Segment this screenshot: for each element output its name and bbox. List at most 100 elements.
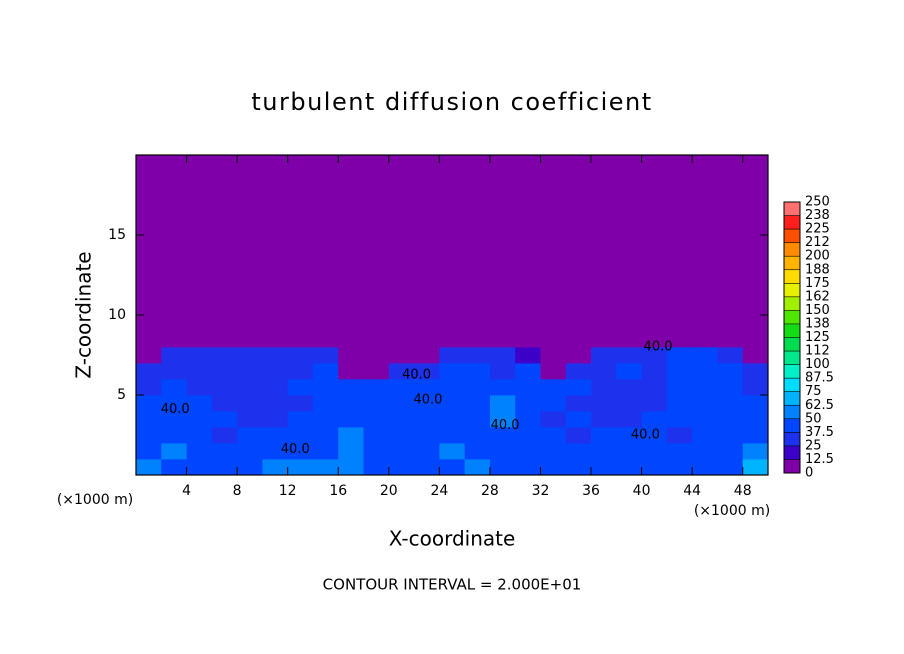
heatmap-cell <box>616 379 642 396</box>
x-tick-label: 16 <box>329 483 347 499</box>
heatmap-cell <box>666 331 693 348</box>
heatmap-cell <box>717 443 744 460</box>
colorbar-band <box>784 432 800 447</box>
heatmap-cell <box>641 155 668 332</box>
contour-label: 40.0 <box>161 402 190 417</box>
heatmap-cell <box>591 347 617 364</box>
heatmap-cell <box>616 347 642 364</box>
colorbar-tick-label: 162 <box>805 289 830 304</box>
heatmap-cell <box>641 395 668 412</box>
heatmap-cell <box>464 411 491 428</box>
heatmap-cell <box>262 427 289 444</box>
heatmap-cell <box>363 331 390 348</box>
colorbar-band <box>784 202 800 216</box>
heatmap-cell <box>565 443 592 460</box>
colorbar-band <box>784 405 800 420</box>
x-tick-label: 28 <box>481 483 499 499</box>
heatmap-cell <box>338 363 364 380</box>
colorbar-band <box>784 269 800 284</box>
heatmap-cell <box>742 443 769 460</box>
colorbar-tick-label: 112 <box>805 344 830 359</box>
heatmap-cell <box>489 427 516 444</box>
heatmap-cell <box>161 395 187 412</box>
heatmap-cell <box>515 427 541 444</box>
colorbar-tick-label: 50 <box>805 411 822 426</box>
heatmap-cell <box>515 411 541 428</box>
heatmap-cell <box>565 379 592 396</box>
heatmap-cell <box>616 411 642 428</box>
heatmap-cell <box>439 411 466 428</box>
heatmap-cell <box>136 459 162 476</box>
heatmap-cell <box>742 427 769 444</box>
heatmap-cell <box>464 459 491 476</box>
heatmap-cell <box>287 443 314 460</box>
heatmap-cell <box>414 379 440 396</box>
colorbar-band <box>784 459 800 474</box>
heatmap-cell <box>540 363 567 380</box>
heatmap-cell <box>464 395 491 412</box>
heatmap-cell <box>666 155 693 332</box>
colorbar-tick-label: 75 <box>805 384 822 399</box>
heatmap-cell <box>515 347 541 364</box>
heatmap-cell <box>237 379 263 396</box>
heatmap-cell <box>540 155 567 332</box>
x-tick-label: 40 <box>633 483 651 499</box>
heatmap-cell <box>717 411 744 428</box>
heatmap-cell <box>388 443 415 460</box>
heatmap-cell <box>565 363 592 380</box>
heatmap-cell <box>641 347 668 364</box>
colorbar-tick-label: 100 <box>805 357 830 372</box>
heatmap-cell <box>692 411 718 428</box>
heatmap-cell <box>363 427 390 444</box>
overlay: 4 8 12 16 20 24 28 32 36 40 44 485101540.040.040.04… <box>108 154 834 499</box>
heatmap-cell <box>262 363 289 380</box>
x-axis-label: X-coordinate <box>389 527 516 551</box>
heatmap-cell <box>186 443 213 460</box>
heatmap-cell <box>312 459 339 476</box>
heatmap-cell <box>312 443 339 460</box>
heatmap-cell <box>287 331 314 348</box>
heatmap-cell <box>211 331 238 348</box>
heatmap-cell <box>464 379 491 396</box>
colorbar-band <box>784 310 800 325</box>
colorbar-band <box>784 215 800 230</box>
contour-label: 40.0 <box>414 392 443 407</box>
heatmap-cell <box>388 427 415 444</box>
heatmap-cell <box>414 331 440 348</box>
heatmap-cell <box>515 443 541 460</box>
heatmap-cell <box>489 379 516 396</box>
heatmap-cell <box>262 459 289 476</box>
heatmap-cell <box>363 395 390 412</box>
heatmap-cell <box>136 155 162 332</box>
heatmap-cell <box>489 331 516 348</box>
x-tick-label: 44 <box>683 483 701 499</box>
heatmap-cell <box>262 379 289 396</box>
x-tick-label: 12 <box>279 483 297 499</box>
colorbar-band <box>784 351 800 365</box>
heatmap-cell <box>186 427 213 444</box>
heatmap-cell <box>287 411 314 428</box>
heatmap-cells <box>136 155 769 476</box>
heatmap-cell <box>186 363 213 380</box>
heatmap-cell <box>666 459 693 476</box>
heatmap-cell <box>515 395 541 412</box>
heatmap-cell <box>363 363 390 380</box>
colorbar-band <box>784 391 800 406</box>
heatmap-cell <box>338 395 364 412</box>
heatmap-cell <box>312 331 339 348</box>
contour-label: 40.0 <box>491 418 520 433</box>
colorbar-tick-label: 12.5 <box>805 452 834 467</box>
heatmap-cell <box>363 459 390 476</box>
heatmap-cell <box>439 459 466 476</box>
heatmap-cell <box>717 427 744 444</box>
heatmap-cell <box>464 427 491 444</box>
heatmap-cell <box>414 347 440 364</box>
heatmap-cell <box>641 411 668 428</box>
y-axis-label: Z-coordinate <box>72 251 96 378</box>
heatmap-cell <box>287 363 314 380</box>
colorbar-band <box>784 364 800 379</box>
heatmap-cell <box>237 395 263 412</box>
heatmap-cell <box>666 395 693 412</box>
heatmap-cell <box>363 155 390 332</box>
heatmap-cell <box>565 155 592 332</box>
